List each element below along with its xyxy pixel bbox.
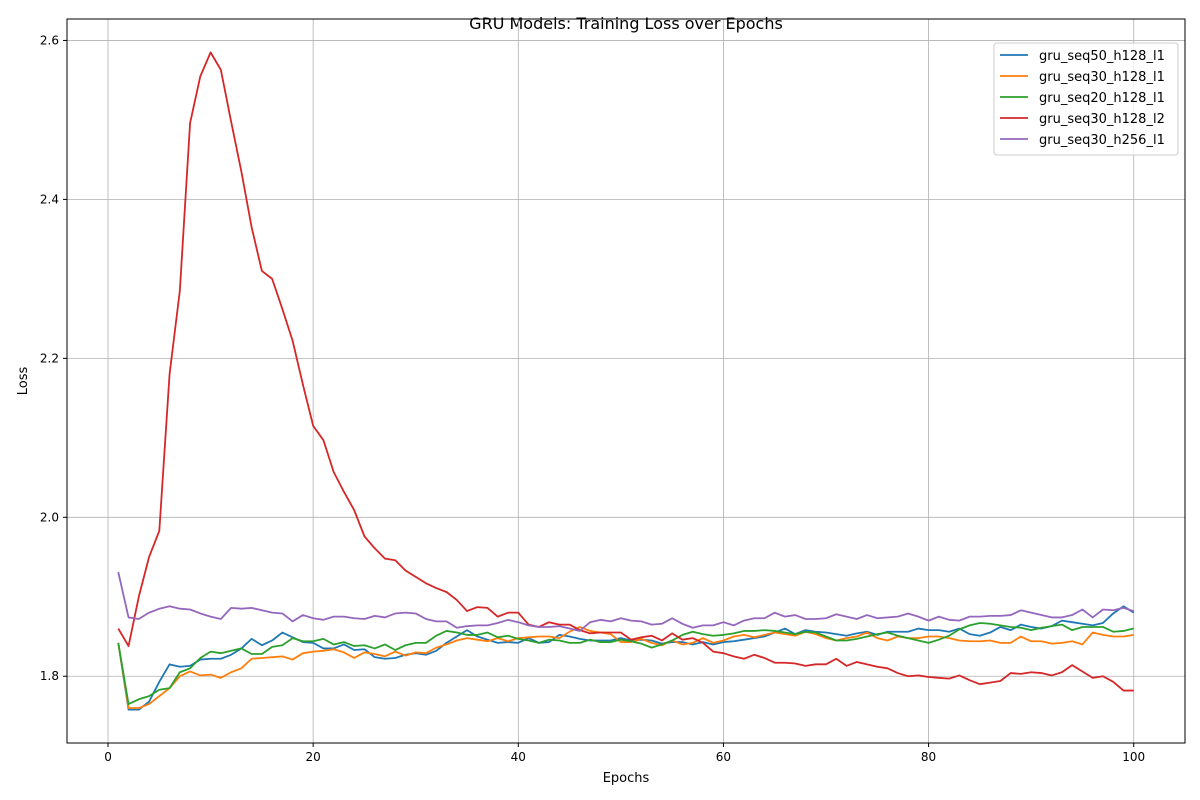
y-axis-ticks: 1.8 2.0 2.2 2.4 2.6	[40, 33, 67, 683]
chart-title: GRU Models: Training Loss over Epochs	[469, 14, 783, 33]
legend-entry: gru_seq50_h128_l1	[1039, 49, 1165, 64]
series-line-gru_seq50_h128_l1	[117, 605, 1135, 711]
x-tick-label: 20	[306, 750, 321, 764]
series-line-gru_seq20_h128_l1	[117, 622, 1134, 705]
series-line-gru_seq30_h128_l2	[117, 51, 1134, 692]
x-tick-label: 100	[1122, 750, 1145, 764]
y-tick-label: 2.6	[40, 33, 59, 47]
y-tick-label: 2.0	[40, 510, 59, 524]
x-tick-label: 0	[104, 750, 112, 764]
y-tick-label: 2.4	[40, 192, 59, 206]
y-tick-label: 1.8	[40, 669, 59, 683]
legend-entry: gru_seq30_h128_l1	[1039, 70, 1165, 85]
legend-entry: gru_seq30_h256_l1	[1039, 133, 1165, 148]
series-line-gru_seq30_h128_l1	[117, 626, 1134, 709]
x-axis-label: Epochs	[603, 771, 650, 786]
series-line-gru_seq30_h256_l1	[117, 571, 1134, 632]
x-tick-label: 80	[921, 750, 936, 764]
series-layer	[117, 51, 1135, 711]
legend-entry: gru_seq20_h128_l1	[1039, 91, 1165, 106]
y-axis-label: Loss	[16, 367, 31, 396]
x-tick-label: 40	[511, 750, 526, 764]
legend-entry: gru_seq30_h128_l2	[1039, 112, 1165, 127]
legend-box	[993, 42, 1179, 156]
x-tick-label: 60	[716, 750, 731, 764]
legend: gru_seq50_h128_l1 gru_seq30_h128_l1 gru_se…	[993, 42, 1179, 156]
y-tick-label: 2.2	[40, 351, 59, 365]
plot-frame	[66, 18, 1186, 744]
x-axis-ticks: 0 20 40 60 80 100	[104, 743, 1145, 764]
